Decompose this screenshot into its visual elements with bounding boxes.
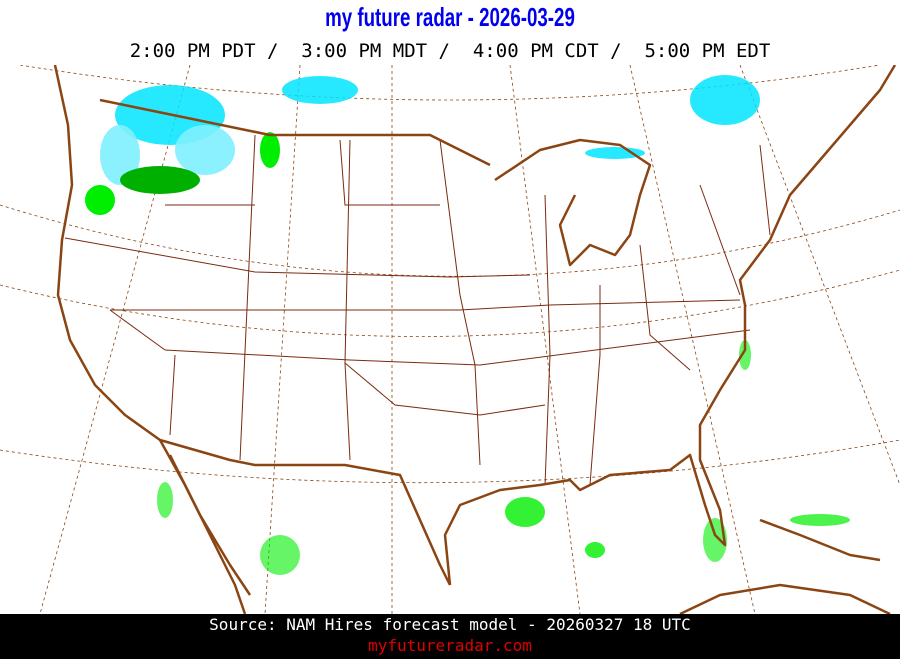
state-border-line (339, 139, 440, 206)
rain-area (260, 132, 280, 168)
west-coast (53, 65, 161, 442)
snow-area (690, 75, 760, 125)
state-border-line (344, 362, 481, 416)
state-border-line (479, 404, 546, 416)
time-zones-label: 2:00 PM PDT / 3:00 PM MDT / 4:00 PM CDT … (129, 40, 771, 62)
state-border-line (639, 244, 691, 371)
longitude-line (629, 65, 756, 614)
latitude-line (0, 439, 900, 484)
rain-area (585, 542, 605, 558)
latitude-line (0, 204, 900, 277)
mexico-south-coast (679, 583, 891, 614)
rain-area (120, 166, 200, 194)
state-borders (64, 134, 771, 486)
state-border-line (169, 354, 176, 436)
longitude-line (39, 65, 191, 614)
cuba-coast (759, 518, 881, 562)
great-lakes (494, 138, 652, 267)
mexico-coast (168, 454, 252, 596)
longitude-line (264, 65, 301, 614)
rain-area (157, 482, 173, 518)
state-border-line (544, 194, 551, 486)
longitude-line (739, 65, 900, 486)
radar-map (0, 65, 900, 614)
state-border-line (589, 285, 601, 486)
rain-area (739, 340, 751, 370)
latitude-line (0, 269, 900, 337)
state-border-line (699, 184, 741, 296)
rain-area (85, 185, 115, 215)
canada-border (99, 98, 491, 167)
state-border-line (344, 139, 351, 461)
precipitation (85, 75, 850, 575)
state-border-line (239, 134, 256, 461)
snow-area (585, 147, 645, 159)
site-link[interactable]: myfutureradar.com (368, 636, 532, 655)
source-label: Source: NAM Hires forecast model - 20260… (209, 615, 691, 634)
state-border-line (759, 144, 771, 236)
rain-area (260, 535, 300, 575)
gulf-coast (443, 65, 897, 586)
longitude-line (509, 65, 581, 614)
rain-area (790, 514, 850, 526)
page-title: my future radar - 2026-03-29 (325, 2, 575, 32)
state-border-line (110, 299, 741, 311)
snow-area (100, 125, 140, 185)
snow-area (282, 76, 358, 104)
mexico-border (159, 438, 452, 586)
latitude-line (19, 65, 881, 101)
state-border-line (64, 237, 531, 278)
coastline (53, 65, 897, 614)
state-border-line (164, 329, 751, 366)
snow-area (175, 125, 235, 175)
rain-area (505, 497, 545, 527)
rain-area (703, 518, 727, 562)
graticule (0, 65, 900, 614)
footer: Source: NAM Hires forecast model - 20260… (0, 614, 900, 659)
state-border-line (109, 309, 166, 351)
state-border-line (439, 139, 481, 466)
baja-coast (158, 439, 247, 614)
